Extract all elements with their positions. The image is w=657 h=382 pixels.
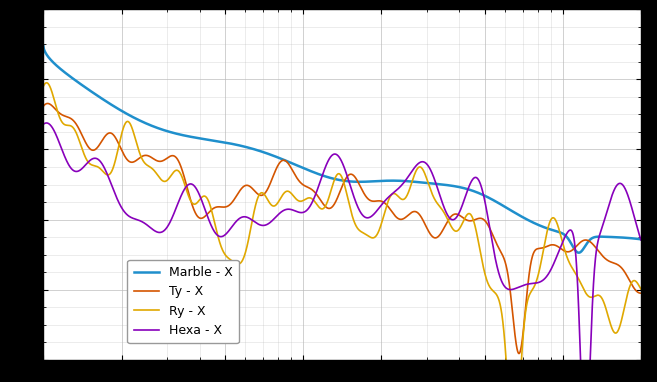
Ry - X bbox=[43, 81, 51, 85]
Marble - X bbox=[39, 44, 47, 49]
Ty - X bbox=[269, 175, 277, 180]
Ry - X bbox=[625, 285, 633, 290]
Ty - X bbox=[295, 178, 303, 183]
Hexa - X bbox=[39, 122, 47, 126]
Marble - X bbox=[143, 121, 151, 126]
Hexa - X bbox=[625, 198, 633, 202]
Ty - X bbox=[625, 278, 633, 283]
Hexa - X bbox=[637, 238, 645, 242]
Hexa - X bbox=[108, 183, 116, 188]
Line: Marble - X: Marble - X bbox=[43, 46, 641, 253]
Marble - X bbox=[294, 163, 302, 168]
Marble - X bbox=[625, 236, 633, 240]
Marble - X bbox=[575, 251, 583, 255]
Hexa - X bbox=[295, 210, 303, 214]
Ty - X bbox=[43, 101, 51, 106]
Ry - X bbox=[295, 199, 303, 203]
Hexa - X bbox=[561, 235, 569, 239]
Ty - X bbox=[561, 249, 569, 254]
Marble - X bbox=[561, 233, 569, 237]
Legend: Marble - X, Ty - X, Ry - X, Hexa - X: Marble - X, Ty - X, Ry - X, Hexa - X bbox=[127, 260, 238, 343]
Marble - X bbox=[269, 153, 277, 158]
Marble - X bbox=[637, 237, 645, 241]
Line: Hexa - X: Hexa - X bbox=[43, 123, 641, 382]
Marble - X bbox=[108, 102, 116, 107]
Ty - X bbox=[108, 131, 116, 136]
Ry - X bbox=[269, 204, 277, 208]
Ty - X bbox=[39, 104, 47, 108]
Hexa - X bbox=[43, 121, 51, 125]
Ry - X bbox=[108, 169, 116, 173]
Ty - X bbox=[515, 351, 523, 356]
Ty - X bbox=[143, 153, 151, 158]
Line: Ry - X: Ry - X bbox=[43, 83, 641, 382]
Ry - X bbox=[39, 84, 47, 89]
Hexa - X bbox=[143, 223, 151, 227]
Hexa - X bbox=[269, 218, 277, 222]
Ry - X bbox=[143, 163, 151, 168]
Line: Ty - X: Ty - X bbox=[43, 104, 641, 354]
Ty - X bbox=[637, 291, 645, 295]
Ry - X bbox=[637, 286, 645, 291]
Ry - X bbox=[561, 249, 569, 254]
